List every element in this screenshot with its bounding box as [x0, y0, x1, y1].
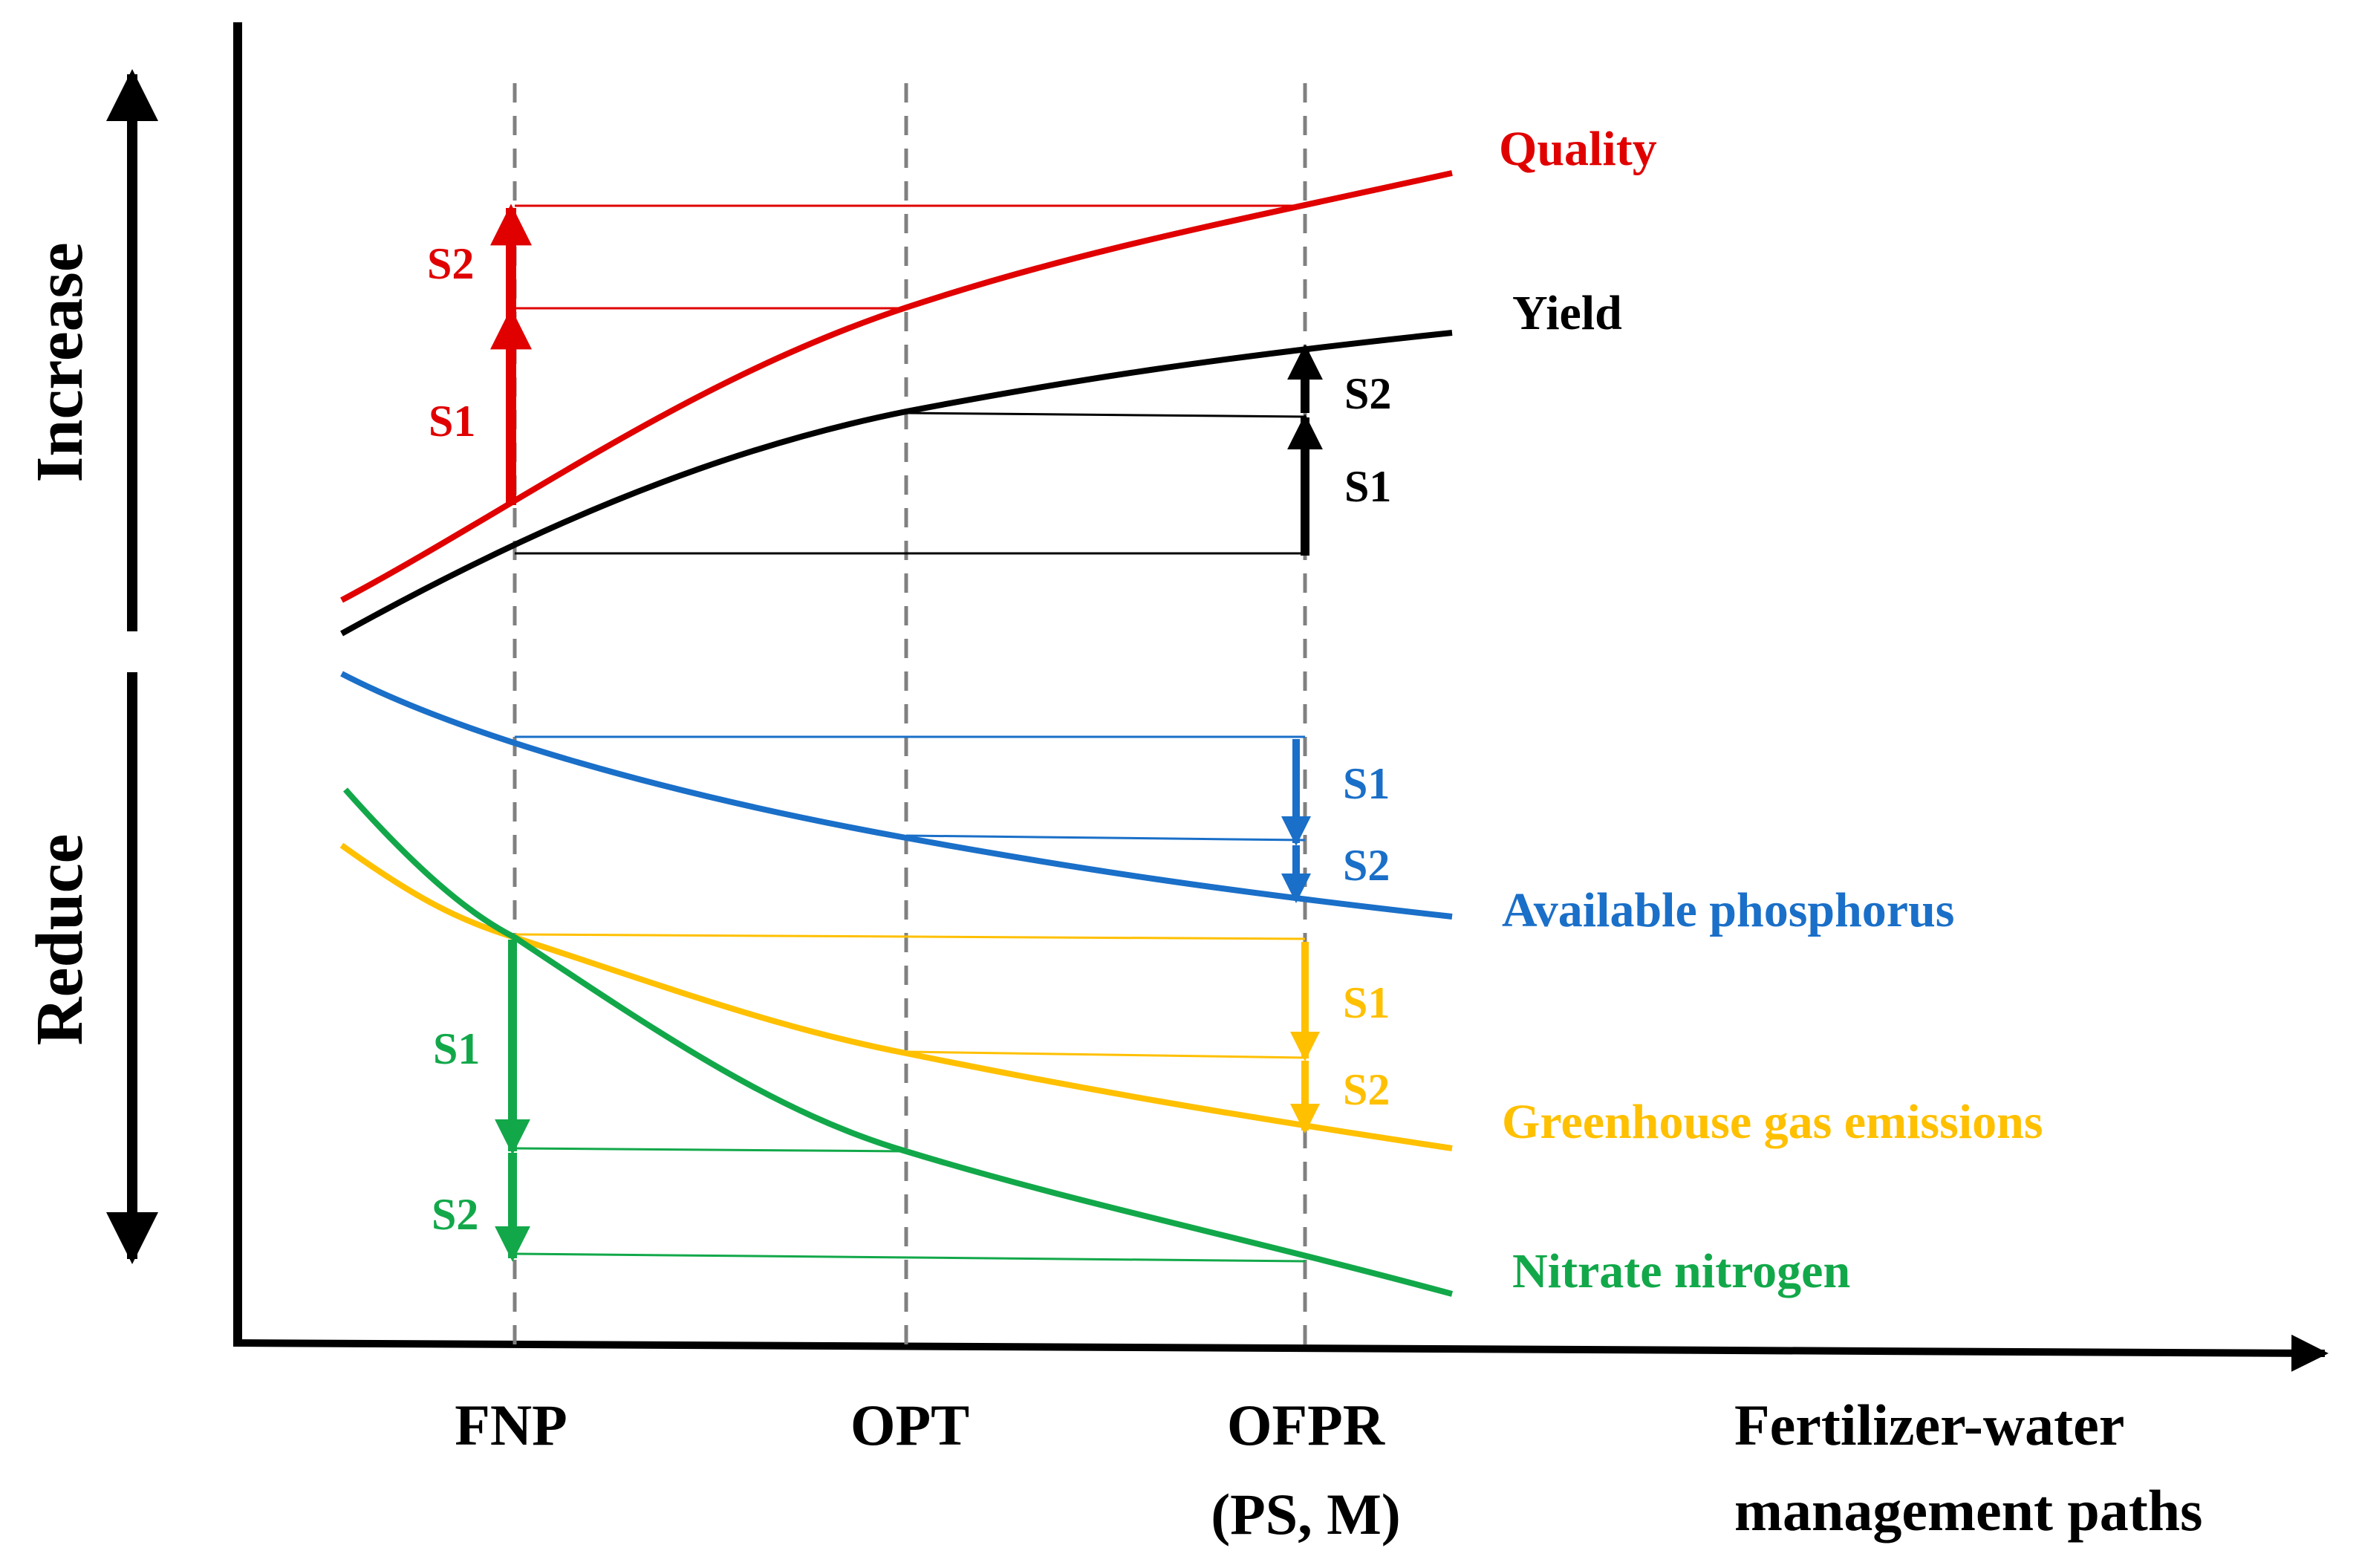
phosphorus-s2-label: S2 [1343, 841, 1390, 890]
series-label-phosphorus: Available phosphorus [1502, 883, 1954, 937]
quality-s2-label: S2 [427, 239, 474, 288]
nitrate-s1-label: S1 [433, 1024, 480, 1073]
series-label-quality: Quality [1499, 122, 1657, 176]
reference-lines [514, 204, 1306, 1263]
ref-phos-opt [905, 834, 1306, 842]
series-label-yield: Yield [1512, 286, 1622, 340]
tick-sublabel-ofpr: (PS, M) [1211, 1482, 1401, 1546]
x-axis-title-line1: Fertilizer-water [1734, 1393, 2124, 1457]
tick-label-opt: OPT [850, 1393, 969, 1457]
x-axis-title-line2: management paths [1734, 1478, 2203, 1543]
ghg-s2-label: S2 [1343, 1065, 1390, 1114]
tick-label-ofpr: OFPR [1227, 1393, 1386, 1457]
ref-ghg-fnp [514, 933, 1306, 940]
yield-s2-label: S2 [1344, 369, 1391, 418]
series-label-nitrate: Nitrate nitrogen [1512, 1244, 1850, 1298]
ref-yield-opt [905, 411, 1306, 418]
ref-ghg-opt [905, 1050, 1306, 1059]
ref-nitrate-ofpr [514, 1252, 1306, 1263]
curve-yield [340, 330, 1453, 637]
curve-ghg [339, 842, 1453, 1151]
increase-label: Increase [23, 242, 97, 482]
phosphorus-s1-label: S1 [1343, 759, 1390, 808]
quality-s1-label: S1 [429, 397, 475, 446]
ref-nitrate-opt [514, 1147, 907, 1153]
series-label-ghg: Greenhouse gas emissions [1502, 1095, 2043, 1149]
nitrate-s2-label: S2 [432, 1190, 478, 1239]
ghg-s1-label: S1 [1343, 978, 1390, 1027]
x-axis-line [232, 1334, 2329, 1372]
reduce-label: Reduce [23, 834, 97, 1046]
yield-s1-label: S1 [1344, 462, 1391, 511]
curve-nitrate [343, 787, 1454, 1297]
curve-phosphorus [340, 671, 1453, 920]
tick-label-fnp: FNP [455, 1393, 567, 1457]
